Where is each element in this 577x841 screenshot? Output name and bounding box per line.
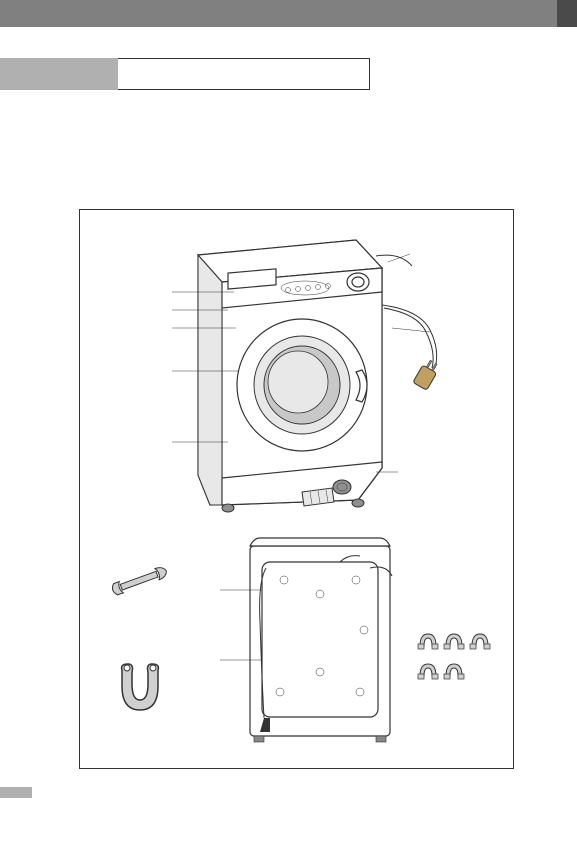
diagram-container bbox=[79, 209, 514, 769]
wrench-icon bbox=[106, 560, 176, 600]
clips-icon bbox=[416, 630, 511, 700]
top-bar-accent bbox=[557, 0, 577, 27]
top-bar bbox=[0, 0, 577, 27]
washer-rear-illustration bbox=[220, 532, 420, 752]
header-tab bbox=[0, 58, 370, 90]
header-tab-box bbox=[118, 58, 370, 90]
bottom-tab bbox=[0, 787, 32, 798]
bracket-icon bbox=[110, 660, 170, 715]
header-tab-shaded bbox=[0, 58, 118, 90]
washer-front-illustration bbox=[80, 210, 515, 540]
